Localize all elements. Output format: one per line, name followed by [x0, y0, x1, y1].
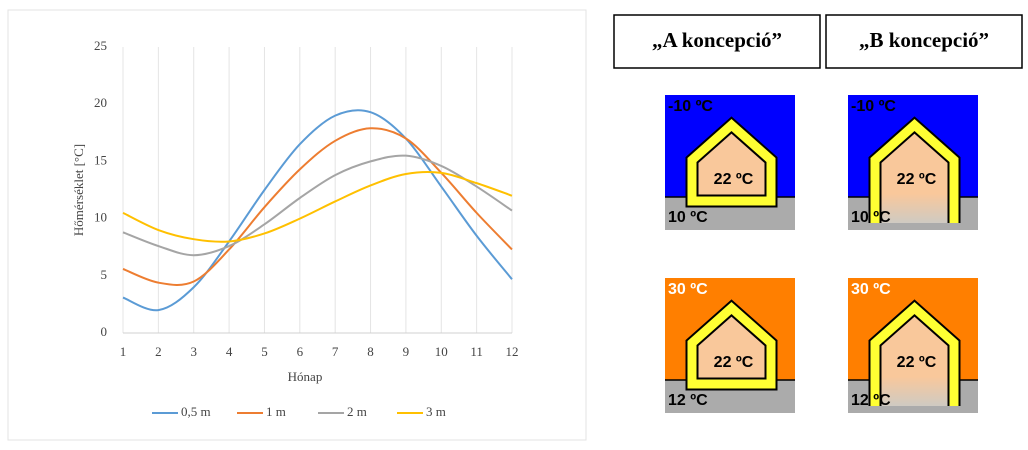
legend-label: 3 m — [426, 404, 446, 419]
inside-temperature: 22 ºC — [897, 171, 937, 188]
x-tick-label: 4 — [226, 344, 233, 359]
y-tick-label: 0 — [101, 324, 108, 339]
y-tick-label: 10 — [94, 210, 107, 225]
chart-panel — [7, 9, 587, 441]
column-header-box — [613, 14, 821, 69]
y-tick-label: 5 — [101, 267, 108, 282]
column-header: „A koncepció” — [652, 28, 782, 52]
diagram: „A koncepció” „B koncepció” -10 ºC 22 ºC 1… — [613, 14, 1023, 413]
series-line — [122, 154, 513, 257]
ground-temperature: 10 ºC — [851, 209, 891, 226]
x-tick-label: 7 — [332, 344, 339, 359]
x-tick-label: 9 — [403, 344, 410, 359]
inside-temperature: 22 ºC — [714, 354, 754, 371]
house-wall — [870, 118, 959, 223]
legend-label: 2 m — [347, 404, 367, 419]
series-line — [122, 170, 513, 243]
chart: Hónap Hőmérséklet [°C] 1 2 3 4 5 6 7 8 9 10 11 1205… — [71, 38, 519, 419]
column-header-box — [825, 14, 1023, 69]
air-temperature: -10 ºC — [851, 98, 896, 115]
x-tick-label: 2 — [155, 344, 162, 359]
y-tick-label: 25 — [94, 38, 107, 53]
house-wall — [870, 301, 959, 406]
house-wall — [687, 118, 776, 206]
house-wall — [687, 301, 776, 389]
x-tick-label: 6 — [297, 344, 304, 359]
air-temperature: 30 ºC — [851, 281, 891, 298]
x-axis-label: Hónap — [288, 369, 323, 384]
x-tick-label: 11 — [470, 344, 483, 359]
legend-label: 0,5 m — [181, 404, 211, 419]
ground-temperature: 12 ºC — [851, 392, 891, 409]
x-tick-label: 5 — [261, 344, 268, 359]
x-tick-label: 10 — [435, 344, 448, 359]
y-tick-label: 20 — [94, 95, 107, 110]
y-tick-label: 15 — [94, 152, 107, 167]
ground-temperature: 12 ºC — [668, 392, 708, 409]
air-temperature: 30 ºC — [668, 281, 708, 298]
x-tick-label: 1 — [120, 344, 127, 359]
x-tick-label: 3 — [190, 344, 197, 359]
y-axis-label: Hőmérséklet [°C] — [71, 144, 86, 236]
column-header: „B koncepció” — [859, 28, 989, 52]
inside-temperature: 22 ºC — [714, 171, 754, 188]
inside-temperature: 22 ºC — [897, 354, 937, 371]
legend-label: 1 m — [266, 404, 286, 419]
ground-temperature: 10 ºC — [668, 209, 708, 226]
series-line — [122, 127, 513, 286]
series-line — [122, 109, 513, 312]
x-tick-label: 12 — [506, 344, 519, 359]
x-tick-label: 8 — [367, 344, 374, 359]
air-temperature: -10 ºC — [668, 98, 713, 115]
